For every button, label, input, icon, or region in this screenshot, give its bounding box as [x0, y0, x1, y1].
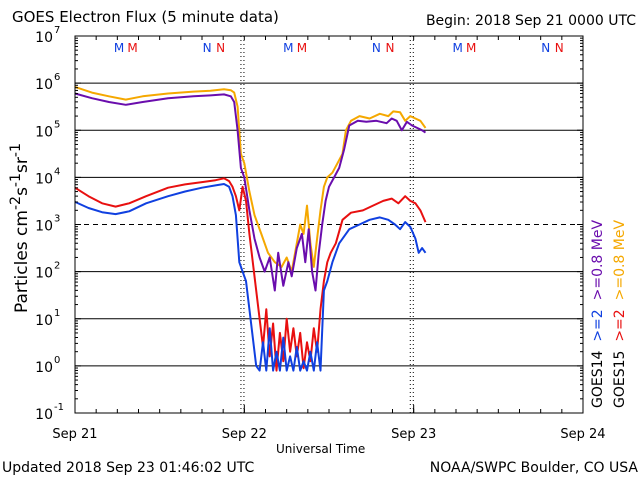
legend-goes14-low: >=0.8 MeV: [590, 219, 606, 301]
x-tick-label: Sep 23: [391, 427, 436, 442]
y-tick-label: 10: [35, 407, 53, 423]
x-tick-label: Sep 24: [560, 427, 605, 442]
credit-line: NOAA/SWPC Boulder, CO USA: [429, 460, 638, 476]
y-tick-exponent: 4: [54, 166, 60, 177]
y-tick-exponent: 1: [54, 308, 60, 319]
mn-marker: M: [114, 41, 124, 55]
x-axis-label: Universal Time: [276, 442, 366, 456]
mn-marker: N: [216, 41, 225, 55]
mn-marker: N: [541, 41, 550, 55]
begin-time: Begin: 2018 Sep 21 0000 UTC: [425, 13, 636, 29]
mn-marker: N: [555, 41, 564, 55]
legend-goes14: GOES14 >=2 >=0.8 MeV: [590, 220, 606, 408]
mn-marker: N: [372, 41, 381, 55]
legend-goes14-high: >=2: [590, 309, 606, 342]
y-tick-exponent: 3: [54, 214, 60, 225]
y-tick-label: 10: [35, 77, 53, 93]
legend-goes15-label: GOES15: [612, 350, 628, 408]
y-tick-exponent: 5: [54, 119, 60, 130]
mn-marker: M: [283, 41, 293, 55]
legend-goes15-high: >=2: [612, 309, 628, 342]
y-tick-exponent: 0: [54, 355, 60, 366]
legend-goes14-label: GOES14: [590, 350, 606, 408]
updated-timestamp: Updated 2018 Sep 23 01:46:02 UTC: [2, 460, 255, 476]
mn-marker: N: [203, 41, 212, 55]
y-tick-exponent: 7: [54, 25, 60, 36]
y-tick-label: 10: [35, 171, 53, 187]
y-tick-label: 10: [35, 360, 53, 376]
series-line-2: [74, 177, 427, 372]
legend-goes15: GOES15 >=2 >=0.8 MeV: [612, 220, 628, 408]
y-tick-exponent: -1: [54, 402, 64, 413]
y-tick-exponent: 2: [54, 261, 60, 272]
series-line-0: [74, 85, 427, 273]
y-tick-label: 10: [35, 266, 53, 282]
y-tick-label: 10: [35, 313, 53, 329]
legend-goes15-low: >=0.8 MeV: [612, 219, 628, 301]
series-line-3: [74, 183, 427, 372]
y-tick-label: 10: [35, 124, 53, 140]
series-line-1: [74, 92, 427, 292]
y-tick-label: 10: [35, 219, 53, 235]
mn-marker: M: [297, 41, 307, 55]
y-tick-label: 10: [35, 30, 53, 46]
y-tick-exponent: 6: [54, 72, 60, 83]
mn-marker: N: [385, 41, 394, 55]
x-tick-label: Sep 22: [222, 427, 267, 442]
mn-marker: M: [466, 41, 476, 55]
mn-marker: M: [127, 41, 137, 55]
x-tick-label: Sep 21: [52, 427, 97, 442]
mn-marker: M: [453, 41, 463, 55]
chart-title: GOES Electron Flux (5 minute data): [12, 8, 279, 26]
